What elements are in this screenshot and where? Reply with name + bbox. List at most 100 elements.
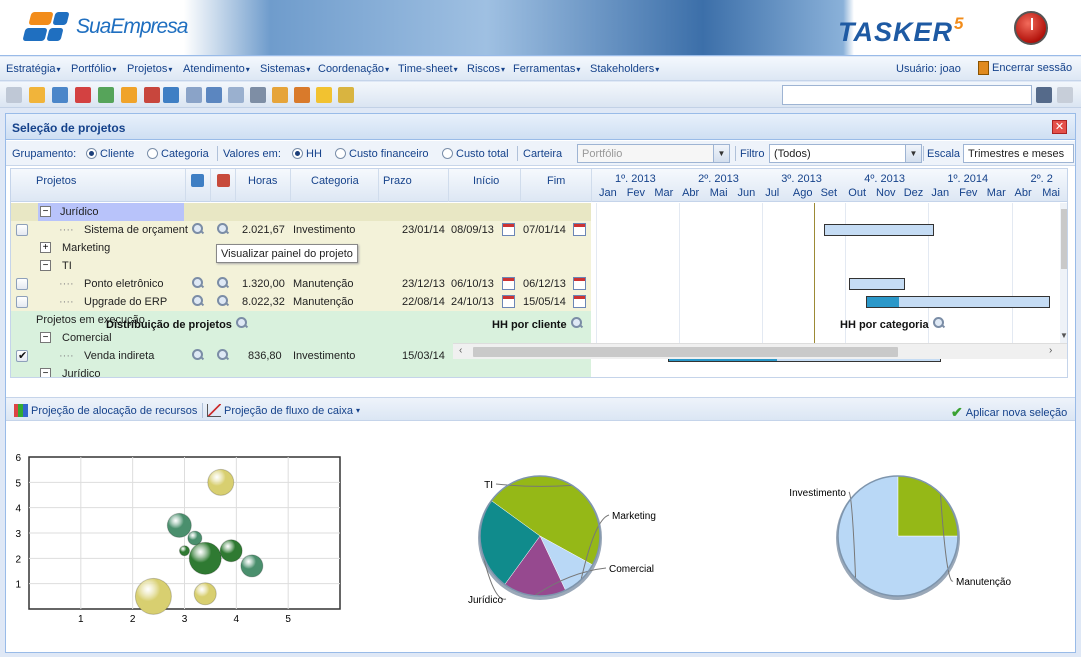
grouping-cliente-radio[interactable]: Cliente xyxy=(86,148,134,160)
menu-timesheet[interactable]: Time-sheet xyxy=(398,63,458,75)
values-custo-total-radio[interactable]: Custo total xyxy=(442,148,509,160)
warning-icon[interactable] xyxy=(316,87,332,103)
toolbar-icon-5[interactable] xyxy=(98,87,114,103)
gantt-bar[interactable] xyxy=(823,224,934,236)
table-row[interactable]: ···· Upgrade do ERP 8.022,32 Manutenção … xyxy=(11,293,591,311)
menu-projetos[interactable]: Projetos xyxy=(127,63,172,75)
calendar-icon[interactable] xyxy=(573,277,586,290)
row-checkbox[interactable] xyxy=(16,224,28,236)
pie-leader-line xyxy=(939,493,954,582)
filter-select[interactable]: (Todos) ▼ xyxy=(769,144,922,163)
end-value: 15/05/14 xyxy=(523,296,566,308)
toolbar-icon-6[interactable] xyxy=(121,87,137,103)
zoom-icon[interactable] xyxy=(570,317,583,329)
menu-riscos[interactable]: Riscos xyxy=(467,63,505,75)
key-icon[interactable] xyxy=(338,87,354,103)
pie-leader-line xyxy=(848,491,857,579)
search-icon[interactable] xyxy=(217,277,229,289)
close-icon[interactable]: ✕ xyxy=(1052,120,1067,134)
group-label[interactable]: Comercial xyxy=(62,332,112,344)
timer-icon[interactable] xyxy=(1014,11,1048,45)
row-checkbox[interactable] xyxy=(16,296,28,308)
toolbar-icon-10[interactable] xyxy=(206,87,222,103)
gantt-bar[interactable] xyxy=(849,278,905,290)
menu-ferramentas[interactable]: Ferramentas xyxy=(513,63,580,75)
collapse-icon[interactable]: − xyxy=(40,206,51,217)
toolbar-icon-9[interactable] xyxy=(186,87,202,103)
bubble-point xyxy=(187,530,203,546)
menu-atendimento[interactable]: Atendimento xyxy=(183,63,250,75)
calendar-icon[interactable] xyxy=(573,223,586,236)
horizontal-scrollbar[interactable]: ‹ › xyxy=(453,343,1067,359)
toolbar-icon-4[interactable] xyxy=(75,87,91,103)
col-category[interactable]: Categoria xyxy=(311,175,359,187)
menu-portfolio[interactable]: Portfólio xyxy=(71,63,116,75)
toolbar-icon-7[interactable] xyxy=(144,87,160,103)
col-deadline[interactable]: Prazo xyxy=(383,175,412,187)
search-icon[interactable] xyxy=(192,295,204,307)
values-hh-radio[interactable]: HH xyxy=(292,148,322,160)
collapse-icon[interactable]: − xyxy=(40,260,51,271)
menu-sistemas[interactable]: Sistemas xyxy=(260,63,310,75)
row-checkbox[interactable] xyxy=(16,278,28,290)
binoculars-icon[interactable] xyxy=(1036,87,1052,103)
toolbar-icon-8[interactable] xyxy=(163,87,179,103)
col-hours[interactable]: Horas xyxy=(248,175,278,187)
projection-toolbar: Projeção de alocação de recursos Projeçã… xyxy=(6,397,1075,421)
calendar-icon[interactable] xyxy=(502,223,515,236)
toolbar-icon-3[interactable] xyxy=(52,87,68,103)
col-start[interactable]: Início xyxy=(473,175,500,187)
calendar-icon[interactable] xyxy=(502,277,515,290)
cash-flow-button[interactable]: Projeção de fluxo de caixa ▾ xyxy=(207,404,360,417)
search-icon[interactable] xyxy=(217,295,229,307)
chevron-left-icon: ‹ xyxy=(459,345,463,356)
zoom-icon[interactable] xyxy=(932,317,945,329)
table-row[interactable]: ···· Ponto eletrônico 1.320,00 Manutençã… xyxy=(11,275,591,293)
search-icon[interactable] xyxy=(192,277,204,289)
expand-icon[interactable]: + xyxy=(40,242,51,253)
toolbar-icon-14[interactable] xyxy=(294,87,310,103)
search-icon[interactable] xyxy=(217,223,229,235)
search-icon[interactable] xyxy=(192,349,204,361)
y-tick-label: 4 xyxy=(15,504,21,515)
gantt-bar[interactable] xyxy=(865,296,1051,308)
toolbar-icon-2[interactable] xyxy=(29,87,45,103)
toolbar-icon-11[interactable] xyxy=(228,87,244,103)
pie-outline xyxy=(479,475,601,597)
bubble-chart: 1 2 3 4 5 6 1 2 3 4 5 xyxy=(15,453,341,625)
collapse-icon[interactable]: − xyxy=(40,332,51,343)
values-custo-financeiro-radio[interactable]: Custo financeiro xyxy=(335,148,429,160)
resource-allocation-button[interactable]: Projeção de alocação de recursos xyxy=(14,404,197,417)
vertical-scrollbar[interactable]: ▼ xyxy=(1060,203,1067,343)
collapse-icon[interactable]: − xyxy=(40,368,51,377)
menu-coordenacao[interactable]: Coordenação xyxy=(318,63,389,75)
y-tick-label: 5 xyxy=(15,478,21,489)
phone-icon[interactable] xyxy=(250,87,266,103)
calendar-icon[interactable] xyxy=(573,295,586,308)
calendar-icon[interactable] xyxy=(502,295,515,308)
logout-button[interactable]: Encerrar sessão xyxy=(978,61,1072,75)
grouping-categoria-radio[interactable]: Categoria xyxy=(147,148,209,160)
pie-label: Comercial xyxy=(609,564,654,575)
scale-select[interactable]: Trimestres e meses xyxy=(963,144,1074,163)
group-label[interactable]: TI xyxy=(62,260,72,272)
menu-estrategia[interactable]: Estratégia xyxy=(6,63,61,75)
search-input[interactable] xyxy=(782,85,1032,105)
group-label[interactable]: Jurídico xyxy=(38,203,184,221)
search-icon[interactable] xyxy=(217,349,229,361)
group-label[interactable]: Marketing xyxy=(62,242,111,254)
col-end[interactable]: Fim xyxy=(547,175,566,187)
col-projects[interactable]: Projetos xyxy=(36,175,77,187)
zoom-icon[interactable] xyxy=(235,317,248,329)
search-icon[interactable] xyxy=(192,223,204,235)
menu-stakeholders[interactable]: Stakeholders xyxy=(590,63,659,75)
toolbar-icon-13[interactable] xyxy=(272,87,288,103)
copy-icon[interactable] xyxy=(1057,87,1073,103)
apply-selection-button[interactable]: ✔ Aplicar nova seleção xyxy=(951,404,1068,420)
table-row[interactable]: ···· Sistema de orçament 2.021,67 Invest… xyxy=(11,221,591,239)
projects-grid: Projetos Horas Categoria Prazo Início Fi… xyxy=(10,168,1068,378)
row-checkbox[interactable] xyxy=(16,349,28,362)
portfolio-select[interactable]: Portfólio ▼ xyxy=(577,144,730,163)
toolbar-icon-1[interactable] xyxy=(6,87,22,103)
group-label[interactable]: Jurídico xyxy=(62,368,101,378)
